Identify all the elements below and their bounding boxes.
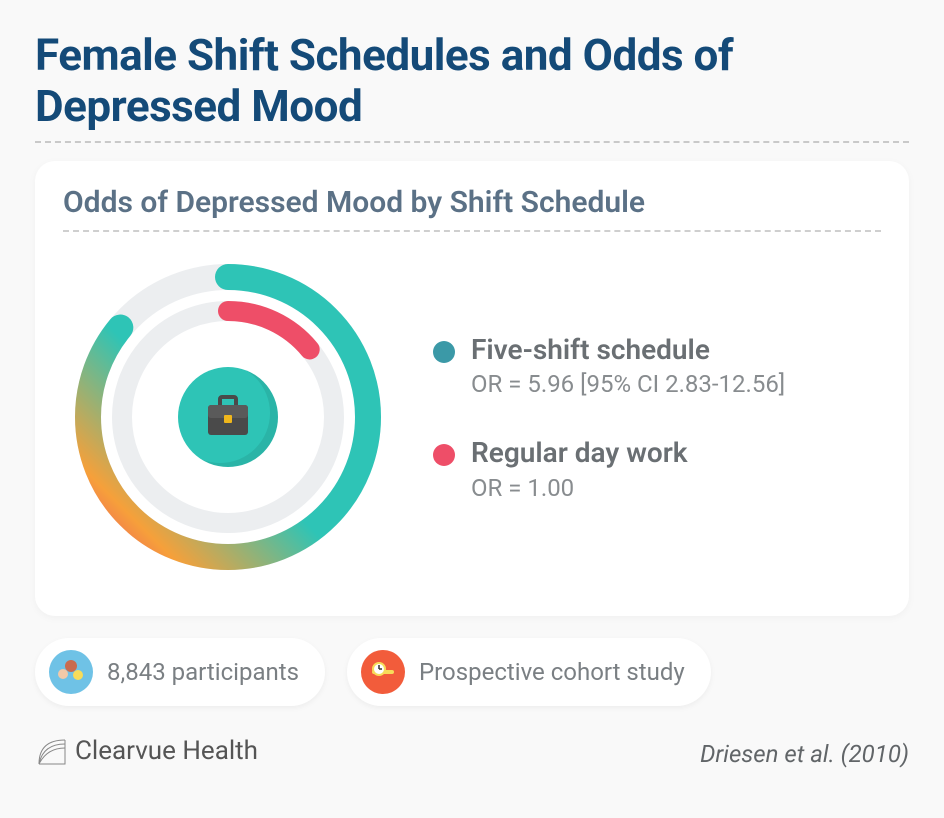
donut-chart bbox=[63, 252, 393, 582]
brand-logo-icon bbox=[35, 734, 69, 768]
study-type-text: Prospective cohort study bbox=[419, 658, 685, 686]
study-type-pill: Prospective cohort study bbox=[347, 638, 711, 706]
chart-card: Odds of Depressed Mood by Shift Schedule bbox=[35, 161, 909, 616]
legend-value-inner: OR = 1.00 bbox=[471, 474, 688, 502]
legend-dot-outer bbox=[433, 341, 455, 363]
legend-item-outer: Five-shift schedule OR = 5.96 [95% CI 2.… bbox=[433, 333, 785, 399]
participants-text: 8,843 participants bbox=[107, 658, 299, 686]
participants-icon bbox=[49, 650, 93, 694]
briefcase-icon bbox=[178, 367, 278, 467]
legend: Five-shift schedule OR = 5.96 [95% CI 2.… bbox=[433, 333, 785, 502]
legend-value-outer: OR = 5.96 [95% CI 2.83-12.56] bbox=[471, 370, 785, 398]
page-title: Female Shift Schedules and Odds of Depre… bbox=[35, 30, 909, 131]
citation: Driesen et al. (2010) bbox=[700, 740, 909, 768]
card-title: Odds of Depressed Mood by Shift Schedule bbox=[63, 185, 881, 220]
legend-label-outer: Five-shift schedule bbox=[471, 333, 785, 367]
study-type-icon bbox=[361, 650, 405, 694]
stats-row: 8,843 participants Prospective cohort st… bbox=[35, 638, 909, 706]
card-divider bbox=[63, 230, 881, 232]
legend-item-inner: Regular day work OR = 1.00 bbox=[433, 436, 785, 502]
participants-pill: 8,843 participants bbox=[35, 638, 325, 706]
brand-text: Clearvue Health bbox=[75, 736, 258, 766]
legend-dot-inner bbox=[433, 444, 455, 466]
footer: Clearvue Health Driesen et al. (2010) bbox=[35, 734, 909, 768]
legend-label-inner: Regular day work bbox=[471, 436, 688, 470]
title-divider bbox=[35, 141, 909, 143]
chart-row: Five-shift schedule OR = 5.96 [95% CI 2.… bbox=[63, 252, 881, 582]
brand: Clearvue Health bbox=[35, 734, 258, 768]
